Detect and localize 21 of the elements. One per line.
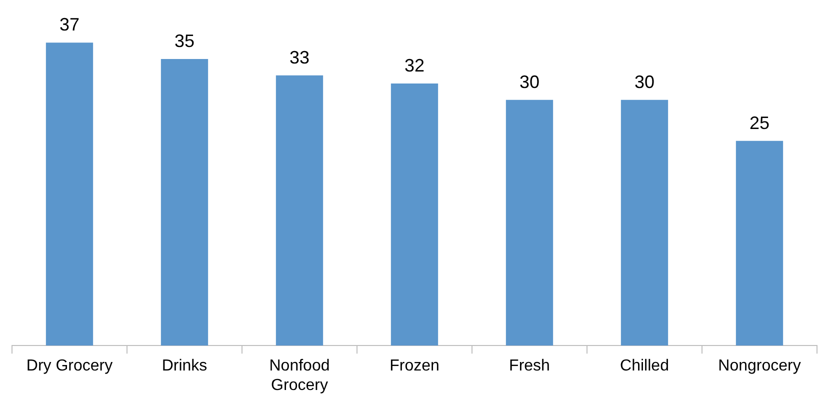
x-tick-label: Drinks (162, 358, 208, 375)
x-tick-label: Nonfood Grocery (269, 358, 330, 394)
data-label: 30 (519, 72, 540, 92)
bar (46, 42, 94, 346)
data-label: 37 (59, 14, 80, 35)
bar (736, 140, 784, 346)
bar (506, 100, 554, 346)
x-tick-label: Fresh (509, 358, 550, 375)
bar (160, 58, 208, 346)
x-tick-label: Frozen (390, 358, 440, 375)
bar (276, 75, 324, 346)
data-label: 35 (174, 30, 195, 51)
bar (620, 100, 668, 346)
data-label: 30 (634, 72, 655, 92)
x-tick-label: Nongrocery (718, 358, 801, 375)
x-tick-label: Chilled (620, 358, 669, 375)
x-tick-label: Dry Grocery (26, 358, 113, 375)
data-label: 32 (404, 55, 425, 76)
data-label: 33 (289, 47, 310, 68)
data-label: 25 (749, 112, 770, 133)
bar (390, 84, 438, 346)
